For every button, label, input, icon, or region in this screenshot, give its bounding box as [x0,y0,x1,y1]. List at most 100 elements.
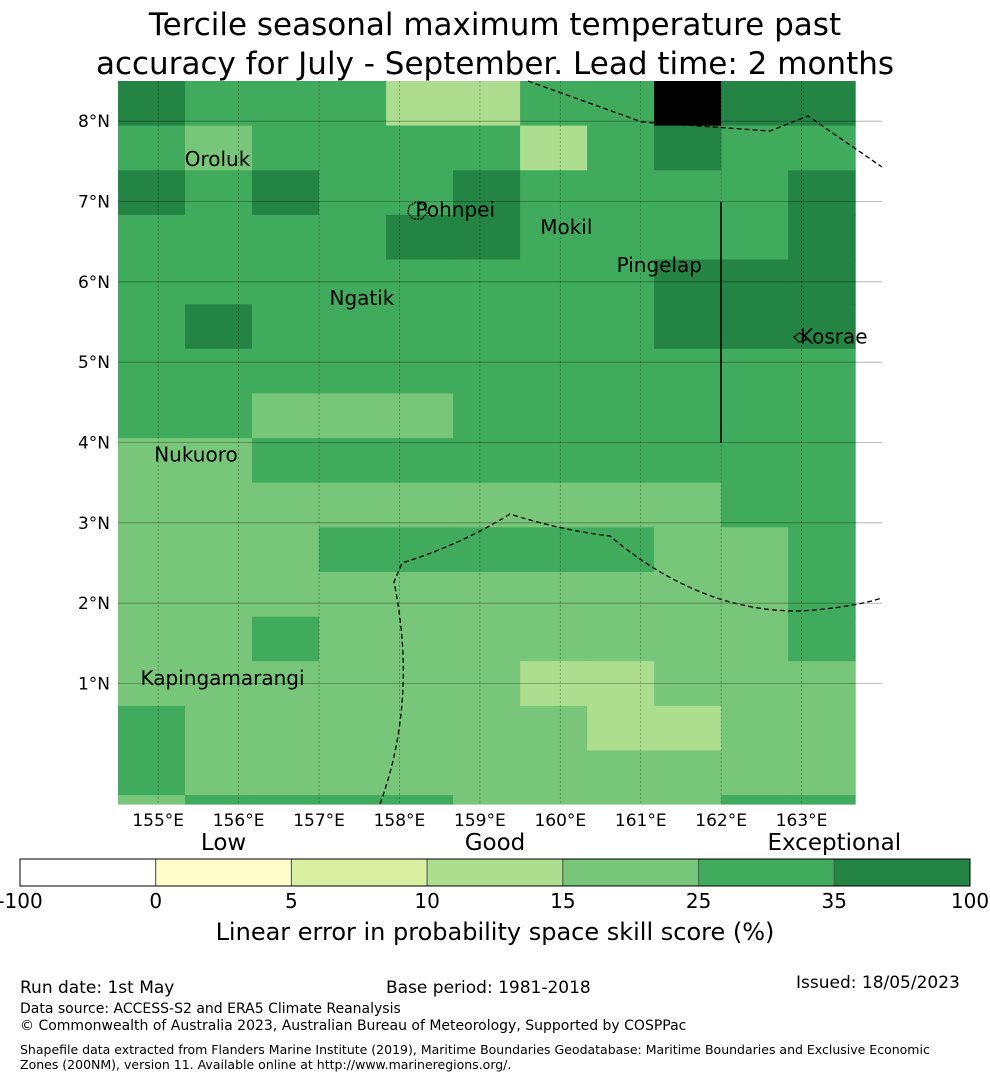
grid-cell [587,795,655,805]
grid-cell [453,81,521,127]
grid-cell [721,616,789,662]
grid-cell [520,482,588,528]
grid-cell [453,304,521,350]
grid-cell [453,527,521,573]
grid-cell [587,616,655,662]
lat-tick-label: 2°N [78,594,110,614]
grid-cell [721,259,789,305]
shapefile-credit: Shapefile data extracted from Flanders M… [20,1042,930,1072]
grid-cell [118,572,186,618]
grid-cell [587,705,655,752]
grid-cell [654,482,722,528]
grid-cell [185,482,253,528]
copyright: © Commonwealth of Australia 2023, Austra… [20,1018,687,1034]
map-title: Tercile seasonal maximum temperature pas… [0,6,990,84]
grid-cell [520,304,588,350]
grid-cell [319,125,387,171]
grid-cell [252,259,320,305]
place-label: Kosrae [800,324,868,348]
grid-cell [118,125,186,171]
lat-tick-label: 6°N [78,273,110,293]
grid-cell [185,616,253,662]
colorbar-outline [19,858,971,887]
lon-tick-label: 160°E [534,811,586,831]
grid-cell [453,572,521,618]
place-label: Mokil [540,215,592,239]
grid-cell [252,304,320,350]
grid-cell [118,214,186,261]
grid-cell [386,304,454,350]
grid-cell [118,705,186,752]
grid-cell [252,482,320,528]
grid-cell [319,705,387,752]
grid-cell [587,125,655,171]
grid-cell [587,750,655,796]
grid-cell [386,705,454,752]
grid-cell [587,393,655,439]
grid-cell [453,214,521,261]
pohnpei-outline [407,201,428,220]
grid-cell [587,661,655,707]
grid-cell [252,616,320,662]
grid-cell [520,125,588,171]
grid-cell [319,170,387,216]
grid-cell [252,661,320,707]
grid-cell [721,661,789,707]
base-period: Base period: 1981-2018 [386,978,591,998]
grid-cell [721,795,789,805]
grid-cell [721,304,789,350]
lon-tick-label: 157°E [293,811,345,831]
grid-cell [654,438,722,484]
grid-cell [721,527,789,573]
grid-cell [252,348,320,394]
colorbar-tick-label: 5 [285,889,298,913]
grid-cell [118,527,186,573]
grid-cell [118,348,186,394]
grid-cell [118,304,186,350]
lat-tick-label: 1°N [78,675,110,695]
grid-cell [185,125,253,171]
grid-cell [252,527,320,573]
grid-cell [118,438,186,484]
grid-cell [788,705,856,752]
map-title-line2: accuracy for July - September. Lead time… [95,46,895,82]
grid-cell [118,750,186,796]
grid-cell [185,259,253,305]
grid-cell [721,750,789,796]
grid-cell [319,482,387,528]
kosrae-outline [793,332,807,343]
grid-cell [386,393,454,439]
grid-cell [788,170,856,216]
grid-cell [185,795,253,805]
grid-cell [386,170,454,216]
run-date: Run date: 1st May [20,978,175,998]
data-source: Data source: ACCESS-S2 and ERA5 Climate … [20,1001,401,1017]
map-title-line1: Tercile seasonal maximum temperature pas… [148,7,842,43]
colorbar-bin [290,858,428,887]
grid-cell [654,125,722,171]
grid-cell [587,482,655,528]
grid-cell [453,170,521,216]
grid-cell [520,214,588,261]
grid-cell [252,170,320,216]
grid-cell [654,304,722,350]
grid-cell [185,705,253,752]
grid-cell [319,750,387,796]
place-label: Pingelap [617,253,702,277]
lon-tick-label: 162°E [695,811,747,831]
graticule [118,81,882,804]
grid-cell [721,438,789,484]
grid-cell [520,170,588,216]
colorbar-tick-label: 15 [550,889,575,913]
lon-tick-label: 158°E [374,811,426,831]
grid-cell [185,750,253,796]
grid-cell [453,438,521,484]
colorbar: -100 0 5 10 15 25 35 100 [0,858,989,913]
grid-cell [453,259,521,305]
grid-cell [386,214,454,261]
colorbar-tick-label: 0 [149,889,162,913]
longitude-labels: 155°E 156°E 157°E 158°E 159°E 160°E 161°E 162°E… [132,811,827,831]
grid-cell [654,750,722,796]
grid-cell [386,661,454,707]
grid-cell [654,661,722,707]
